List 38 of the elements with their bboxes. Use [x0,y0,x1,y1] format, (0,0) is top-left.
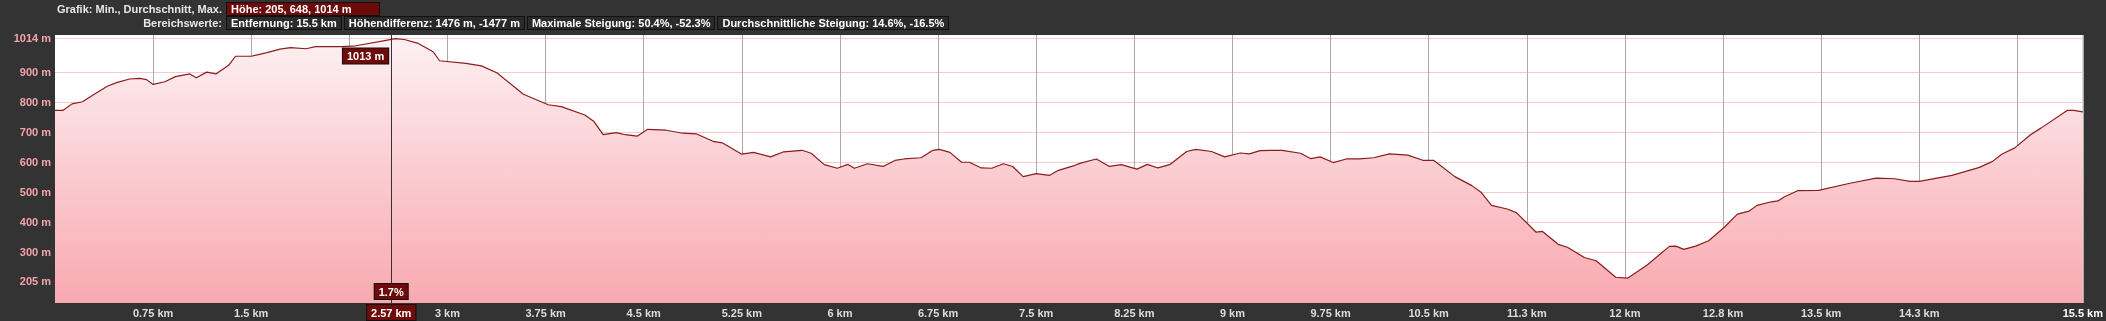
y-tick-label: 500 m [19,186,52,199]
text: Maximale Steigung: 50.4%, -52.3% [526,16,716,30]
x-tick-label: 11.3 km [1506,306,1547,319]
annotation: 1013 m [346,50,385,63]
x-tick-label: 6 km [827,306,853,319]
x-tick-label: 0.75 km [132,306,174,319]
x-tick-label: 14.3 km [1899,306,1940,319]
y-tick-label: 700 m [19,126,52,139]
x-tick-label: 3 km [434,306,461,319]
x-tick-label: 12 km [1609,306,1641,319]
y-tick-label: 205 m [19,274,52,287]
x-tick-label: 13.5 km [1800,306,1842,319]
x-tick-label: 15.5 km [2062,306,2104,319]
y-tick-label: 600 m [19,156,52,169]
x-tick-label: 8.25 km [1114,306,1155,319]
x-tick-label: 9.75 km [1310,306,1351,319]
x-tick-label: 3.75 km [525,306,566,319]
ref-line-label: 2.57 km [371,306,412,319]
x-tick-label: 4.5 km [626,306,662,319]
x-tick-label: 7.5 km [1019,306,1054,319]
annotation: 1.7% [378,285,404,298]
text: Höhendifferenz: 1476 m, -1477 m [343,16,525,30]
x-tick-label: 1.5 km [234,306,269,319]
text: Durchschnittliche Steigung: 14.6%, -16.5% [717,16,950,30]
y-tick-label: 900 m [19,66,52,79]
y-tick-label: 300 m [19,246,52,259]
x-tick-label: 6.75 km [917,306,959,319]
x-tick-label: 10.5 km [1408,306,1450,319]
x-tick-label: 5.25 km [721,306,763,319]
y-tick-label: 1014 m [13,32,52,45]
chart-subtitle: Bereichswerte: [142,17,223,29]
x-tick-label: 12.8 km [1702,306,1744,319]
y-tick-label: 800 m [19,96,52,109]
y-tick-label: 400 m [19,216,52,229]
text: Entfernung: 15.5 km [226,16,342,30]
text: Höhe: 205, 648, 1014 m [226,2,380,16]
x-tick-label: 9 km [1219,306,1246,319]
chart-title: Grafik: Min., Durchschnitt, Max. [55,3,223,15]
